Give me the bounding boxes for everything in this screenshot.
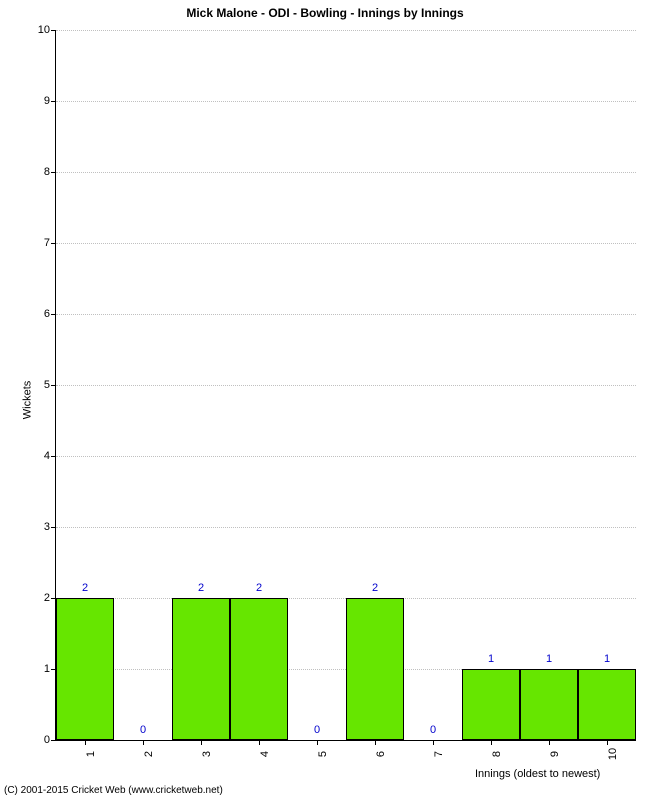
gridline bbox=[56, 172, 636, 173]
ytick-label: 3 bbox=[44, 521, 56, 533]
xtick-label: 5 bbox=[317, 751, 329, 757]
bar bbox=[520, 669, 578, 740]
ytick-label: 0 bbox=[44, 734, 56, 746]
gridline bbox=[56, 314, 636, 315]
xtick-label: 4 bbox=[259, 751, 271, 757]
xtick-label: 6 bbox=[375, 751, 387, 757]
xtick-mark bbox=[143, 740, 144, 745]
bar bbox=[172, 598, 230, 740]
ytick-label: 8 bbox=[44, 166, 56, 178]
ytick-label: 5 bbox=[44, 379, 56, 391]
bar-value-label: 1 bbox=[546, 653, 552, 665]
bar bbox=[462, 669, 520, 740]
bar-value-label: 2 bbox=[372, 582, 378, 594]
ytick-label: 1 bbox=[44, 663, 56, 675]
bar-value-label: 2 bbox=[256, 582, 262, 594]
bar bbox=[230, 598, 288, 740]
ytick-label: 6 bbox=[44, 308, 56, 320]
gridline bbox=[56, 456, 636, 457]
xtick-label: 10 bbox=[607, 748, 619, 760]
xtick-label: 2 bbox=[143, 751, 155, 757]
ytick-label: 9 bbox=[44, 95, 56, 107]
gridline bbox=[56, 243, 636, 244]
xtick-mark bbox=[317, 740, 318, 745]
chart-title: Mick Malone - ODI - Bowling - Innings by… bbox=[0, 6, 650, 20]
xtick-label: 3 bbox=[201, 751, 213, 757]
copyright-text: (C) 2001-2015 Cricket Web (www.cricketwe… bbox=[4, 785, 223, 796]
gridline bbox=[56, 527, 636, 528]
plot-area: 012345678910210223240526071819110 bbox=[55, 30, 636, 741]
bar-value-label: 1 bbox=[604, 653, 610, 665]
xtick-label: 8 bbox=[491, 751, 503, 757]
ytick-label: 10 bbox=[38, 24, 56, 36]
x-axis-label: Innings (oldest to newest) bbox=[475, 768, 600, 780]
gridline bbox=[56, 101, 636, 102]
bar bbox=[56, 598, 114, 740]
xtick-mark bbox=[85, 740, 86, 745]
bar-value-label: 2 bbox=[198, 582, 204, 594]
xtick-mark bbox=[375, 740, 376, 745]
xtick-mark bbox=[491, 740, 492, 745]
bar-value-label: 0 bbox=[430, 724, 436, 736]
bar bbox=[578, 669, 636, 740]
bar bbox=[346, 598, 404, 740]
chart-container: Mick Malone - ODI - Bowling - Innings by… bbox=[0, 0, 650, 800]
ytick-label: 2 bbox=[44, 592, 56, 604]
xtick-label: 9 bbox=[549, 751, 561, 757]
bar-value-label: 1 bbox=[488, 653, 494, 665]
ytick-label: 7 bbox=[44, 237, 56, 249]
y-axis-label: Wickets bbox=[21, 381, 33, 420]
xtick-label: 7 bbox=[433, 751, 445, 757]
gridline bbox=[56, 30, 636, 31]
gridline bbox=[56, 385, 636, 386]
bar-value-label: 2 bbox=[82, 582, 88, 594]
xtick-mark bbox=[259, 740, 260, 745]
xtick-label: 1 bbox=[85, 751, 97, 757]
xtick-mark bbox=[433, 740, 434, 745]
bar-value-label: 0 bbox=[314, 724, 320, 736]
xtick-mark bbox=[201, 740, 202, 745]
xtick-mark bbox=[607, 740, 608, 745]
xtick-mark bbox=[549, 740, 550, 745]
bar-value-label: 0 bbox=[140, 724, 146, 736]
ytick-label: 4 bbox=[44, 450, 56, 462]
